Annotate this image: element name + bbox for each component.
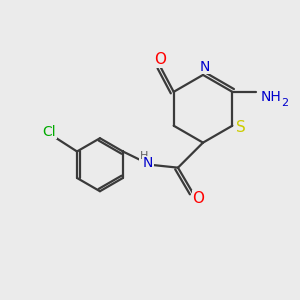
Text: 2: 2	[281, 98, 288, 108]
Text: N: N	[199, 60, 210, 74]
Text: N: N	[142, 156, 153, 170]
Text: H: H	[140, 152, 148, 161]
Text: O: O	[193, 191, 205, 206]
Text: S: S	[236, 120, 246, 135]
Text: NH: NH	[261, 90, 282, 104]
Text: O: O	[154, 52, 166, 67]
Text: Cl: Cl	[42, 125, 56, 139]
